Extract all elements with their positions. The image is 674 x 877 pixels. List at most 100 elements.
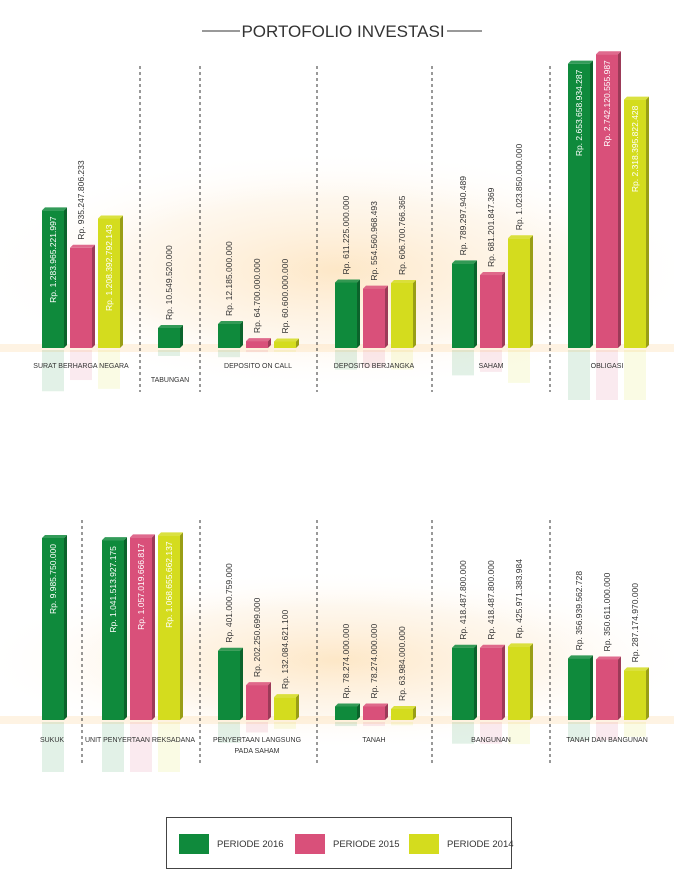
bar-reflection-bangunan-2014 <box>508 722 530 745</box>
category-label-penyertaan-langsung-pada-saham: PADA SAHAM <box>235 748 280 755</box>
category-label-penyertaan-langsung-pada-saham: PENYERTAAN LANGSUNG <box>213 737 301 744</box>
bar-saham-2014 <box>508 238 530 348</box>
bar-side-obligasi-2016 <box>590 60 593 348</box>
bar-top-deposito-on-call-2014 <box>274 338 299 342</box>
bar-deposito-on-call-2015 <box>246 341 268 348</box>
bar-top-deposito-berjangka-2015 <box>363 285 388 289</box>
bar-side-surat-berharga-negara-2015 <box>92 244 95 348</box>
bar-side-tanah-dan-bangunan-2014 <box>646 667 649 720</box>
bar-reflection-sukuk-2016 <box>42 722 64 772</box>
bar-side-tanah-dan-bangunan-2015 <box>618 656 621 720</box>
value-label-penyertaan-langsung-pada-saham-2016: Rp. 401.000.759.000 <box>224 563 234 643</box>
bar-top-surat-berharga-negara-2016 <box>42 207 67 211</box>
value-label-bangunan-2015: Rp. 418.487.800.000 <box>486 560 496 640</box>
value-label-deposito-berjangka-2015: Rp. 554.560.968.493 <box>369 201 379 281</box>
bar-unit-penyertaan-reksadana-2016 <box>102 540 124 720</box>
bar-side-saham-2014 <box>530 235 533 348</box>
value-label-obligasi-2015: Rp. 2.742.120.555.987 <box>602 60 612 147</box>
bar-reflection-saham-2014 <box>508 350 530 383</box>
bar-side-deposito-berjangka-2015 <box>385 285 388 348</box>
legend-item-2015: PERIODE 2015 <box>295 834 400 854</box>
bar-side-sukuk-2016 <box>64 535 67 720</box>
bar-saham-2015 <box>480 275 502 348</box>
bar-side-tanah-2016 <box>357 703 360 720</box>
value-label-surat-berharga-negara-2015: Rp. 935.247.806.233 <box>76 160 86 240</box>
category-label-deposito-on-call: DEPOSITO ON CALL <box>224 363 292 370</box>
legend-item-2016: PERIODE 2016 <box>179 834 284 854</box>
bar-bangunan-2014 <box>508 646 530 720</box>
bar-tanah-dan-bangunan-2014 <box>624 670 646 720</box>
category-label-sukuk: SUKUK <box>40 737 64 744</box>
bar-reflection-obligasi-2016 <box>568 350 590 400</box>
bar-reflection-surat-berharga-negara-2016 <box>42 350 64 392</box>
value-label-tanah-2015: Rp. 78.274.000.000 <box>369 624 379 699</box>
bar-side-tanah-2014 <box>413 705 416 720</box>
bar-side-unit-penyertaan-reksadana-2016 <box>124 537 127 720</box>
bar-reflection-unit-penyertaan-reksadana-2015 <box>130 722 152 772</box>
bar-deposito-berjangka-2014 <box>391 282 413 348</box>
bar-side-bangunan-2016 <box>474 644 477 720</box>
bar-deposito-on-call-2014 <box>274 341 296 348</box>
bar-tanah-dan-bangunan-2016 <box>568 658 590 720</box>
bar-top-deposito-on-call-2015 <box>246 338 271 342</box>
bar-top-tanah-dan-bangunan-2015 <box>596 656 621 660</box>
value-label-obligasi-2014: Rp. 2.318.395.822.428 <box>630 105 640 192</box>
bar-surat-berharga-negara-2015 <box>70 247 92 348</box>
value-label-surat-berharga-negara-2016: Rp. 1.283.965.221.997 <box>48 216 58 303</box>
category-label-tanah-dan-bangunan: TANAH DAN BANGUNAN <box>566 737 648 744</box>
bar-reflection-obligasi-2014 <box>624 350 646 400</box>
bar-top-bangunan-2016 <box>452 644 477 648</box>
legend-swatch-2014 <box>409 834 439 854</box>
bar-side-unit-penyertaan-reksadana-2014 <box>180 532 183 720</box>
value-label-saham-2014: Rp. 1.023.850.000.000 <box>514 144 524 231</box>
bar-reflection-deposito-on-call-2016 <box>218 350 240 358</box>
bar-side-obligasi-2014 <box>646 96 649 348</box>
bar-reflection-tanah-2015 <box>363 722 385 727</box>
category-label-deposito-berjangka: DEPOSITO BERJANGKA <box>334 363 415 370</box>
value-label-unit-penyertaan-reksadana-2015: Rp. 1.057.019.666.817 <box>136 543 146 630</box>
bar-top-unit-penyertaan-reksadana-2015 <box>130 534 155 538</box>
bar-side-unit-penyertaan-reksadana-2015 <box>152 534 155 720</box>
bar-surat-berharga-negara-2014 <box>98 218 120 348</box>
bar-reflection-tanah-dan-bangunan-2014 <box>624 722 646 737</box>
bar-unit-penyertaan-reksadana-2015 <box>130 537 152 720</box>
value-label-saham-2016: Rp. 789.297.940.489 <box>458 176 468 256</box>
bar-penyertaan-langsung-pada-saham-2016 <box>218 650 240 720</box>
bar-top-sukuk-2016 <box>42 535 67 538</box>
bar-top-obligasi-2014 <box>624 96 649 100</box>
bar-reflection-deposito-berjangka-2016 <box>335 350 357 370</box>
bar-top-saham-2015 <box>480 272 505 276</box>
bar-side-surat-berharga-negara-2014 <box>120 215 123 348</box>
bar-deposito-berjangka-2015 <box>363 288 385 348</box>
bar-side-deposito-berjangka-2016 <box>357 279 360 348</box>
bar-sukuk-2016 <box>42 538 64 720</box>
category-label-obligasi: OBLIGASI <box>591 363 624 370</box>
bar-reflection-tanah-2014 <box>391 722 413 726</box>
bar-reflection-deposito-berjangka-2014 <box>391 350 413 370</box>
legend-item-2014: PERIODE 2014 <box>409 834 514 854</box>
bar-top-deposito-on-call-2016 <box>218 321 243 324</box>
bar-reflection-penyertaan-langsung-pada-saham-2016 <box>218 722 240 743</box>
value-label-unit-penyertaan-reksadana-2016: Rp. 1.041.513.927.175 <box>108 546 118 633</box>
bar-top-saham-2016 <box>452 260 477 264</box>
bar-side-deposito-on-call-2014 <box>296 338 299 348</box>
bar-top-bangunan-2014 <box>508 643 533 647</box>
bar-obligasi-2016 <box>568 63 590 348</box>
bar-bangunan-2016 <box>452 647 474 720</box>
value-label-tabungan-2016: Rp. 10.549.520.000 <box>164 245 174 320</box>
bar-bangunan-2015 <box>480 647 502 720</box>
bar-side-penyertaan-langsung-pada-saham-2015 <box>268 682 271 720</box>
value-label-tanah-2014: Rp. 63.984.000.000 <box>397 626 407 701</box>
bar-reflection-bangunan-2015 <box>480 722 502 744</box>
bar-unit-penyertaan-reksadana-2014 <box>158 535 180 720</box>
bar-top-tabungan-2016 <box>158 325 183 328</box>
bar-top-saham-2014 <box>508 235 533 239</box>
value-label-tanah-dan-bangunan-2015: Rp. 350.611.000.000 <box>602 572 612 651</box>
bar-saham-2016 <box>452 263 474 348</box>
bar-side-surat-berharga-negara-2016 <box>64 207 67 348</box>
bar-tanah-2015 <box>363 706 385 720</box>
bar-reflection-surat-berharga-negara-2014 <box>98 350 120 389</box>
bar-reflection-saham-2016 <box>452 350 474 376</box>
bar-deposito-berjangka-2016 <box>335 282 357 348</box>
bar-penyertaan-langsung-pada-saham-2015 <box>246 685 268 720</box>
